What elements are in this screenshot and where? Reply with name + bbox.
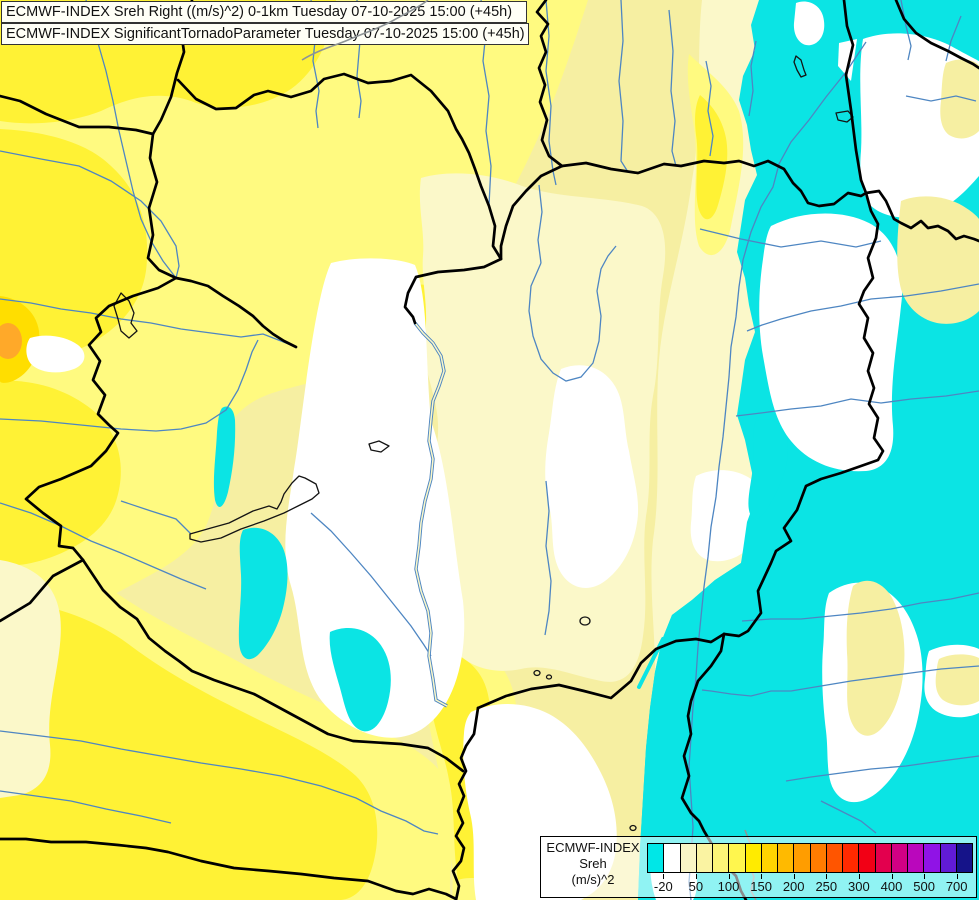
legend-color-cell <box>875 844 892 872</box>
legend-tick-label: 400 <box>880 879 903 894</box>
legend-colorbar <box>647 843 973 873</box>
legend-tick <box>663 874 665 879</box>
legend-tick <box>728 874 730 879</box>
small-lake-ne-2 <box>835 110 854 123</box>
legend-color-cell <box>713 844 730 872</box>
river-danube-core <box>414 322 448 707</box>
legend-color-cell <box>729 844 746 872</box>
legend-tick <box>826 874 828 879</box>
cyan-finger <box>748 419 788 520</box>
legend-title-line3: (m/s)^2 <box>571 872 615 887</box>
map-title-line1: ECMWF-INDEX Sreh Right ((m/s)^2) 0-1km T… <box>1 1 527 23</box>
legend-color-cell <box>859 844 876 872</box>
legend-color-cell <box>680 844 697 872</box>
lake-outlines <box>113 55 854 832</box>
legend-tick <box>956 874 958 879</box>
legend-tick-label: -20 <box>653 879 673 894</box>
legend-tick <box>793 874 795 879</box>
legend-color-cell <box>891 844 908 872</box>
legend-tick-label: 700 <box>945 879 968 894</box>
legend-color-cell <box>794 844 811 872</box>
map-title-line2: ECMWF-INDEX SignificantTornadoParameter … <box>1 23 529 45</box>
lake-velence-outline <box>368 440 390 453</box>
legend-tick-label: 50 <box>688 879 704 894</box>
legend-tick <box>924 874 926 879</box>
lake-tisza-outline <box>579 616 591 626</box>
legend-color-cell <box>826 844 843 872</box>
small-lake-ne-1 <box>793 55 807 78</box>
legend-title-line1: ECMWF-INDEX <box>546 840 640 855</box>
legend-tick-label: 150 <box>750 879 772 894</box>
legend-tick-label: 200 <box>782 879 805 894</box>
legend-color-cell <box>956 844 972 872</box>
legend-color-cell <box>940 844 957 872</box>
legend-tick-label: 250 <box>815 879 838 894</box>
legend-box: ECMWF-INDEX Sreh (m/s)^2 -20 50 100 150 200 2… <box>540 836 977 898</box>
legend-tick-label: 100 <box>717 879 740 894</box>
legend-tick <box>695 874 697 879</box>
legend-color-cell <box>648 844 665 872</box>
legend-color-cell <box>778 844 795 872</box>
lake-balaton-outline <box>189 475 320 543</box>
legend-color-cell <box>696 844 713 872</box>
legend-color-cell <box>908 844 925 872</box>
legend-tick <box>891 874 893 879</box>
fill-region-pale-on-east <box>846 59 979 736</box>
legend-tick-label: 300 <box>848 879 870 894</box>
legend-title-line2: Sreh <box>579 856 607 871</box>
small-lake-c-2 <box>545 674 553 680</box>
fill-region-orange <box>0 323 22 359</box>
lake-neusiedl-outline <box>113 292 138 339</box>
legend-color-cell <box>843 844 860 872</box>
legend-color-cell <box>745 844 762 872</box>
legend-tick <box>858 874 860 879</box>
small-lake-s-1 <box>629 824 637 832</box>
legend-title: ECMWF-INDEX Sreh (m/s)^2 <box>543 840 643 888</box>
legend-color-cell <box>810 844 827 872</box>
legend-color-cell <box>924 844 941 872</box>
legend-color-cell <box>761 844 778 872</box>
legend-color-cell <box>664 844 681 872</box>
fill-region-white <box>26 258 765 900</box>
legend-tick <box>761 874 763 879</box>
legend-tick-label: 500 <box>913 879 935 894</box>
small-lake-c-1 <box>533 669 541 677</box>
